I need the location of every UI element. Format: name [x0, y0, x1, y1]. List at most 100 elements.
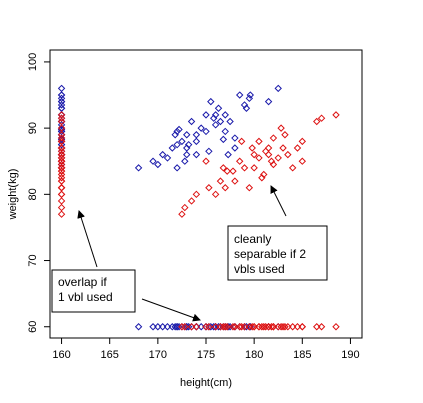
projection-point	[317, 323, 326, 331]
projection-point	[57, 144, 66, 152]
point	[214, 104, 223, 112]
projection-point	[154, 323, 162, 331]
point	[245, 184, 254, 192]
y-tick-label: 100	[27, 53, 39, 71]
projection-point	[57, 184, 66, 192]
projection-point	[207, 323, 215, 331]
projection-point	[260, 323, 268, 331]
point	[183, 131, 191, 139]
point	[178, 137, 186, 146]
x-tick-label: 160	[52, 349, 70, 361]
point	[261, 147, 270, 156]
projection-point	[57, 134, 66, 142]
point	[229, 167, 237, 175]
projection-point	[267, 323, 276, 331]
point	[192, 150, 201, 159]
x-tick-label: 180	[245, 349, 263, 361]
y-tick-label: 60	[27, 321, 39, 333]
point	[264, 144, 273, 152]
projection-point	[173, 323, 181, 331]
annotation-text: 1 vbl used	[58, 290, 113, 304]
projection-point	[57, 111, 66, 119]
point	[178, 210, 186, 218]
projection-point	[258, 323, 266, 331]
projection-point	[235, 323, 244, 331]
point	[202, 157, 210, 165]
point	[187, 197, 196, 205]
projection-point	[221, 323, 229, 331]
projection-point	[332, 323, 340, 331]
annotation-text: cleanly	[234, 232, 271, 246]
point	[317, 114, 326, 122]
point	[211, 111, 220, 119]
annotation-text: overlap if	[58, 275, 107, 289]
projection-point	[57, 114, 66, 122]
point	[240, 164, 249, 172]
point	[298, 157, 307, 165]
point	[267, 157, 276, 165]
point	[192, 131, 201, 139]
y-tick-label: 80	[27, 188, 39, 200]
point	[274, 154, 282, 162]
point	[235, 91, 244, 99]
point	[181, 157, 189, 165]
projection-point	[57, 101, 66, 109]
arrow	[141, 298, 201, 322]
projection-point	[202, 323, 210, 331]
projection-point	[57, 84, 66, 93]
point	[221, 111, 229, 119]
projection-point	[57, 124, 66, 132]
annotation-box	[51, 269, 136, 313]
point	[313, 117, 321, 126]
projection-point	[245, 323, 254, 331]
projection-point	[57, 184, 66, 192]
projection-point	[288, 323, 297, 331]
projection-point	[57, 190, 66, 199]
point	[211, 190, 220, 199]
point	[202, 111, 210, 119]
projection-point	[183, 323, 191, 331]
projection-point	[57, 170, 66, 179]
projection-point	[237, 323, 246, 331]
x-tick-label: 190	[341, 349, 359, 361]
point	[332, 111, 340, 119]
point	[224, 150, 232, 159]
projection-point	[313, 323, 321, 331]
point	[134, 164, 143, 172]
point	[288, 164, 297, 172]
projection-point	[209, 323, 218, 331]
point	[173, 127, 181, 136]
point	[183, 150, 191, 159]
point	[173, 164, 181, 172]
projection-point	[158, 323, 167, 331]
point	[221, 184, 229, 192]
point	[202, 127, 210, 136]
projection-point	[181, 323, 189, 331]
point	[184, 140, 193, 149]
projection-point	[219, 323, 228, 331]
point	[242, 104, 251, 112]
point	[219, 135, 228, 144]
projection-point	[205, 323, 213, 331]
point	[240, 101, 249, 109]
point	[248, 144, 256, 152]
point	[158, 150, 167, 159]
projection-point	[216, 323, 225, 331]
projection-point	[284, 323, 292, 331]
projection-point	[211, 323, 220, 331]
point	[219, 164, 228, 172]
projection-point	[57, 197, 66, 205]
projection-point	[57, 203, 66, 212]
point	[231, 144, 239, 152]
x-tick-label: 185	[293, 349, 311, 361]
projection-point	[57, 97, 66, 106]
projection-point	[293, 323, 302, 331]
projection-point	[57, 174, 66, 182]
point	[168, 144, 177, 152]
point	[173, 140, 181, 149]
point	[277, 124, 285, 132]
point	[149, 157, 157, 165]
projection-point	[57, 154, 66, 162]
point	[221, 127, 229, 136]
